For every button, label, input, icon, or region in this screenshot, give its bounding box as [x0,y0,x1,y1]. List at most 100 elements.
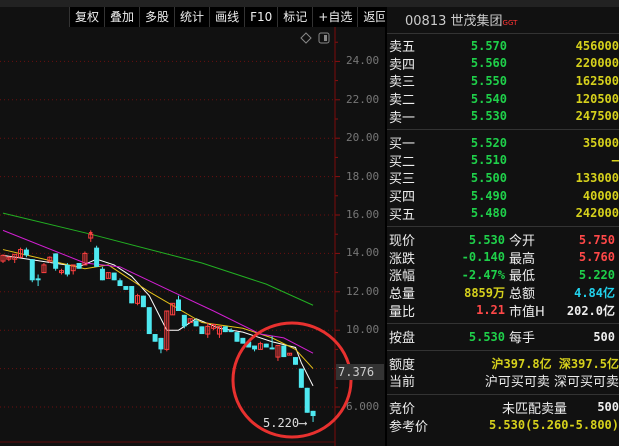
candle-body [135,295,141,304]
candle-body [269,347,275,350]
stat-value: -2.47% [461,267,505,282]
order-book-row: 买一 5.520 35000 [387,134,619,153]
order-book-row: 卖五 5.570 456000 [387,37,619,56]
candle-body [12,253,18,260]
quote-panel: 00813 世茂集团GGT 卖五 5.570 456000 卖四 5.560 2… [385,7,619,446]
candle-body [170,302,176,316]
level-volume: 35000 [582,135,619,150]
moving-average-line [2,212,314,306]
y-tick-label: 10.00 [346,323,380,337]
level-price: 5.490 [470,188,507,203]
window-top-strip [0,0,619,7]
level-label: 买三 [389,172,416,188]
candle-body [287,352,293,356]
auction-value: 未匹配卖量 [501,401,567,417]
order-book-row: 买三 5.500 133000 [387,169,619,188]
order-book-row: 买二 5.510 – [387,152,619,170]
divider [387,225,619,227]
restore-rights-button[interactable]: 复权 [69,7,104,27]
stat-label: 总额 [509,287,536,303]
stock-code: 00813 [405,14,447,29]
candle-body [146,307,152,335]
ref-label: 参考价 [389,419,429,435]
highlight-circle [231,321,353,439]
stat-label: 最低 [509,269,536,285]
candle-body [310,410,316,417]
order-book-row: 买四 5.490 40000 [387,187,619,206]
stat-value: 8859万 [464,286,505,301]
candle-body [164,310,170,350]
level-price: 5.530 [470,109,507,124]
multi-stock-button[interactable]: 多股 [139,7,174,27]
candle-body [216,325,222,335]
back-button[interactable]: 返回 [357,7,392,27]
divider [387,128,619,130]
statistics-button[interactable]: 统计 [174,7,209,27]
ref-row: 参考价 5.530(5.260-5.800) [387,416,619,435]
stat-row: 量比 1.21 市值H 202.0亿 [387,301,619,320]
stat-row: 涨幅 -2.47% 最低 5.220 [387,266,619,285]
stat-value: 5.530 [468,232,505,247]
auction-label: 竞价 [389,401,416,417]
order-book-row: 卖一 5.530 247500 [387,107,619,126]
candle-body [304,387,310,413]
low-price-value: 5.220 [263,416,300,430]
stat-row: 涨跌 -0.140 最高 5.760 [387,249,619,267]
candle-body [105,272,111,279]
candle-body [187,318,193,324]
candle-body [158,337,164,350]
level-price: 5.510 [470,153,507,168]
add-watchlist-button[interactable]: +自选 [312,7,357,27]
level-price: 5.520 [470,135,507,150]
level-label: 卖一 [389,110,416,126]
stat-label: 量比 [389,304,416,320]
draw-line-button[interactable]: 画线 [209,7,244,27]
stat-value: 5.750 [578,232,615,247]
candle-body [140,295,146,308]
candle-body [129,286,135,304]
auction-vol: 500 [597,400,619,415]
candle-body [293,357,298,365]
kline-svg [0,27,353,446]
level-volume: 247500 [575,109,619,124]
level-volume: 242000 [575,206,619,221]
candle-body [53,253,59,269]
level-label: 卖三 [389,75,416,91]
divider [387,322,619,324]
candle-body [29,259,35,281]
quota-row: 额度 沪397.8亿 深397.5亿 [387,355,619,373]
board-price: 5.530 [468,329,505,344]
stat-label: 现价 [389,234,416,250]
candle-body [152,334,158,342]
stat-value: 5.760 [578,250,615,265]
stat-value: 5.220 [578,267,615,282]
f10-button[interactable]: F10 [244,7,277,27]
stat-value: 4.84亿 [574,286,615,301]
level-label: 卖二 [389,93,416,109]
candle-body [35,278,41,281]
candle-body [23,249,29,256]
order-book-row: 卖二 5.540 120500 [387,90,619,109]
level-price: 5.540 [470,91,507,106]
level-volume: 456000 [575,38,619,53]
lot-label: 每手 [509,331,536,347]
candle-body [70,264,76,272]
moving-average-line [2,249,314,369]
current-value: 沪可买可卖 深可买可卖 [484,375,619,391]
level-volume: 133000 [575,170,619,185]
candle-body [240,337,246,344]
candle-body [18,249,24,258]
toggle-panel-icon [318,32,330,44]
y-tick-label: 12.00 [346,284,380,298]
candle-body [111,272,117,281]
stock-name: 世茂集团 [450,14,503,29]
candle-body [64,264,70,275]
ggt-badge: GGT [502,19,518,27]
arrow-right-icon: ⟶ [299,416,307,430]
overlay-button[interactable]: 叠加 [104,7,139,27]
mark-button[interactable]: 标记 [277,7,312,27]
candle-body [41,264,47,274]
kline-chart[interactable]: 24.00 22.00 20.00 18.00 16.00 14.00 12.00 10.00… [0,27,385,446]
candle-body [222,326,228,333]
candle-body [298,368,304,388]
